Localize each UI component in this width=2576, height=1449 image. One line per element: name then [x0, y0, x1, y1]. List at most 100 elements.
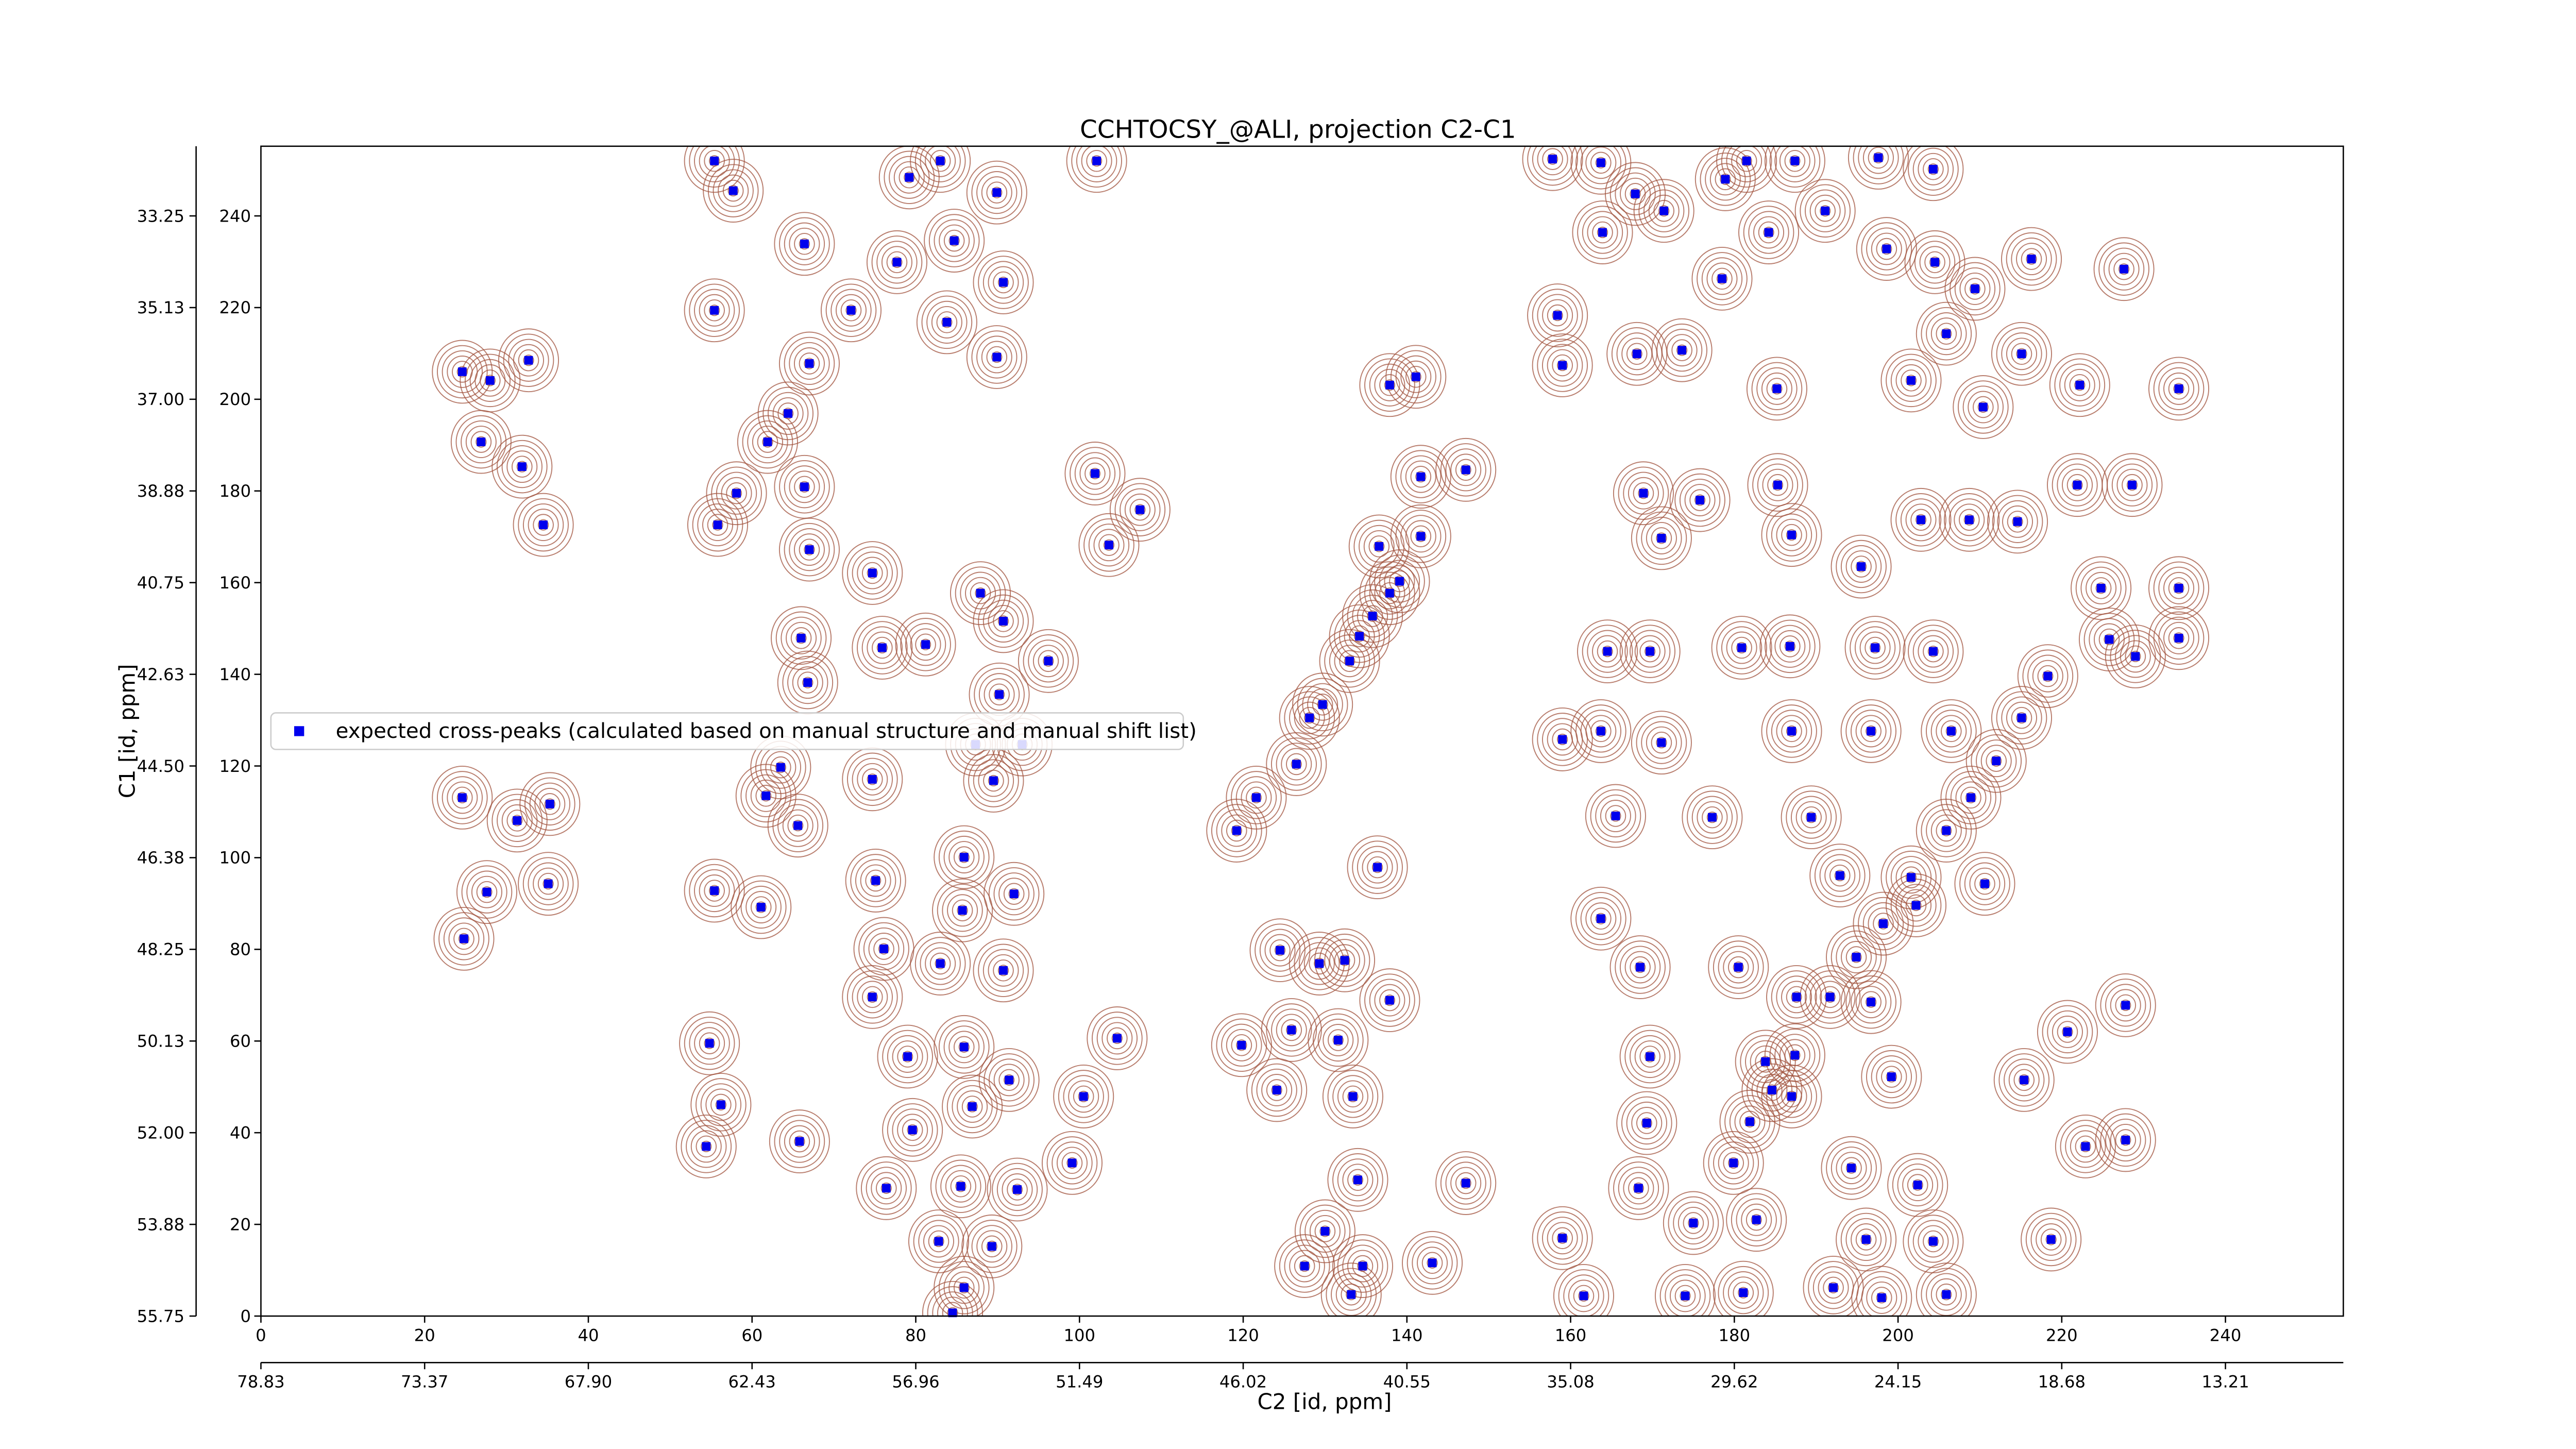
contour-group [1761, 503, 1822, 567]
contour-ring [456, 860, 517, 924]
contour-ring [981, 176, 1012, 209]
contour-group [922, 1280, 984, 1317]
cross-peak [1942, 1290, 1951, 1299]
cross-peak [1305, 713, 1314, 722]
contour-group [1953, 375, 2014, 439]
contour-ring [518, 498, 569, 552]
contour-ring [943, 835, 985, 879]
contour-ring [1319, 1225, 1331, 1237]
contour-group [519, 772, 581, 836]
contour-ring [1405, 365, 1427, 388]
contour-ring [948, 841, 980, 873]
contour-ring [1719, 1089, 1781, 1154]
contour-ring [1763, 226, 1774, 239]
contour-ring [900, 618, 951, 671]
contour-ring [1087, 1006, 1148, 1070]
contour-ring [2013, 1069, 2035, 1091]
contour-ring [1668, 1196, 1719, 1250]
contour-ring [914, 146, 966, 188]
contour-ring [1341, 1283, 1362, 1306]
contour-group [737, 410, 798, 474]
contour-ring [1406, 1236, 1458, 1290]
contour-ring [2007, 511, 2028, 533]
contour-ring [1390, 445, 1451, 509]
contour-ring [1395, 355, 1436, 398]
contour-ring [1769, 146, 1821, 188]
contour-ring [1972, 396, 1994, 418]
contour-ring [958, 851, 970, 863]
contour-ring [1557, 359, 1568, 372]
contour-ring [1751, 362, 1803, 416]
contour-ring [1269, 939, 1291, 962]
cross-peak [1768, 1086, 1776, 1094]
cross-peak [2174, 384, 2183, 393]
contour-ring [1715, 168, 1736, 191]
y2-tick-label: 50.13 [137, 1032, 184, 1051]
contour-ring [1400, 515, 1442, 558]
cross-peak [710, 306, 719, 315]
contour-ring [522, 857, 574, 911]
y2-tick-label: 42.63 [137, 665, 184, 684]
contour-ring [1590, 789, 1641, 843]
contour-ring [953, 1036, 975, 1058]
contour-ring [939, 224, 970, 257]
contour-ring [1760, 1056, 1771, 1068]
contour-ring [681, 1120, 732, 1173]
contour-ring [910, 628, 941, 661]
cross-peak [868, 774, 877, 784]
cross-peak [1579, 1291, 1588, 1301]
cross-peak [460, 934, 468, 943]
contour-ring [529, 782, 570, 825]
cross-peak [1825, 992, 1835, 1002]
contour-group [820, 278, 882, 343]
x-tick-label: 100 [1063, 1325, 1095, 1345]
contour-ring [978, 764, 1009, 797]
cross-peak [1276, 946, 1284, 955]
contour-ring [1641, 1117, 1652, 1129]
contour-group [2055, 1114, 2116, 1178]
contour-ring [1359, 561, 1420, 626]
contour-ring [709, 885, 720, 897]
cross-peak [2046, 1235, 2056, 1244]
contour-ring [1367, 856, 1388, 879]
contour-ring [931, 306, 962, 339]
cross-peak [784, 409, 793, 418]
contour-ring [1312, 694, 1333, 716]
contour-ring [1046, 1136, 1098, 1190]
contour-ring [1993, 1048, 2055, 1112]
contour-ring [889, 156, 930, 199]
cross-peak [999, 966, 1008, 975]
contour-ring [845, 305, 857, 316]
contour-ring [2011, 343, 2032, 365]
contour-ring [1111, 1032, 1123, 1044]
contour-ring [1570, 699, 1632, 763]
contour-ring [1352, 1255, 1374, 1277]
contour-ring [1914, 241, 1956, 284]
contour-ring [1895, 861, 1927, 894]
contour-ring [904, 172, 915, 183]
contour-ring [1716, 146, 1777, 193]
contour-ring [1925, 704, 1977, 758]
contour-ring [1727, 956, 1749, 979]
contour-ring [2069, 374, 2091, 396]
contour-ring [1641, 721, 1682, 764]
contour-ring [726, 482, 747, 504]
contour-ring [697, 503, 738, 547]
contour-ring [1829, 864, 1851, 887]
contour-ring [2054, 358, 2106, 412]
contour-ring [986, 346, 1008, 368]
contour-ring [1895, 884, 1937, 927]
contour-ring [1750, 1045, 1781, 1078]
contour-ring [1542, 148, 1563, 170]
contour-ring [455, 415, 507, 469]
contour-ring [799, 481, 810, 493]
contour-group [1577, 619, 1638, 684]
contour-ring [2158, 616, 2199, 660]
contour-ring [693, 289, 735, 332]
contour-ring [1997, 500, 2038, 543]
cross-peak [1764, 228, 1773, 237]
contour-ring [1342, 1085, 1364, 1108]
contour-group [1390, 504, 1451, 568]
contour-ring [937, 1296, 968, 1317]
